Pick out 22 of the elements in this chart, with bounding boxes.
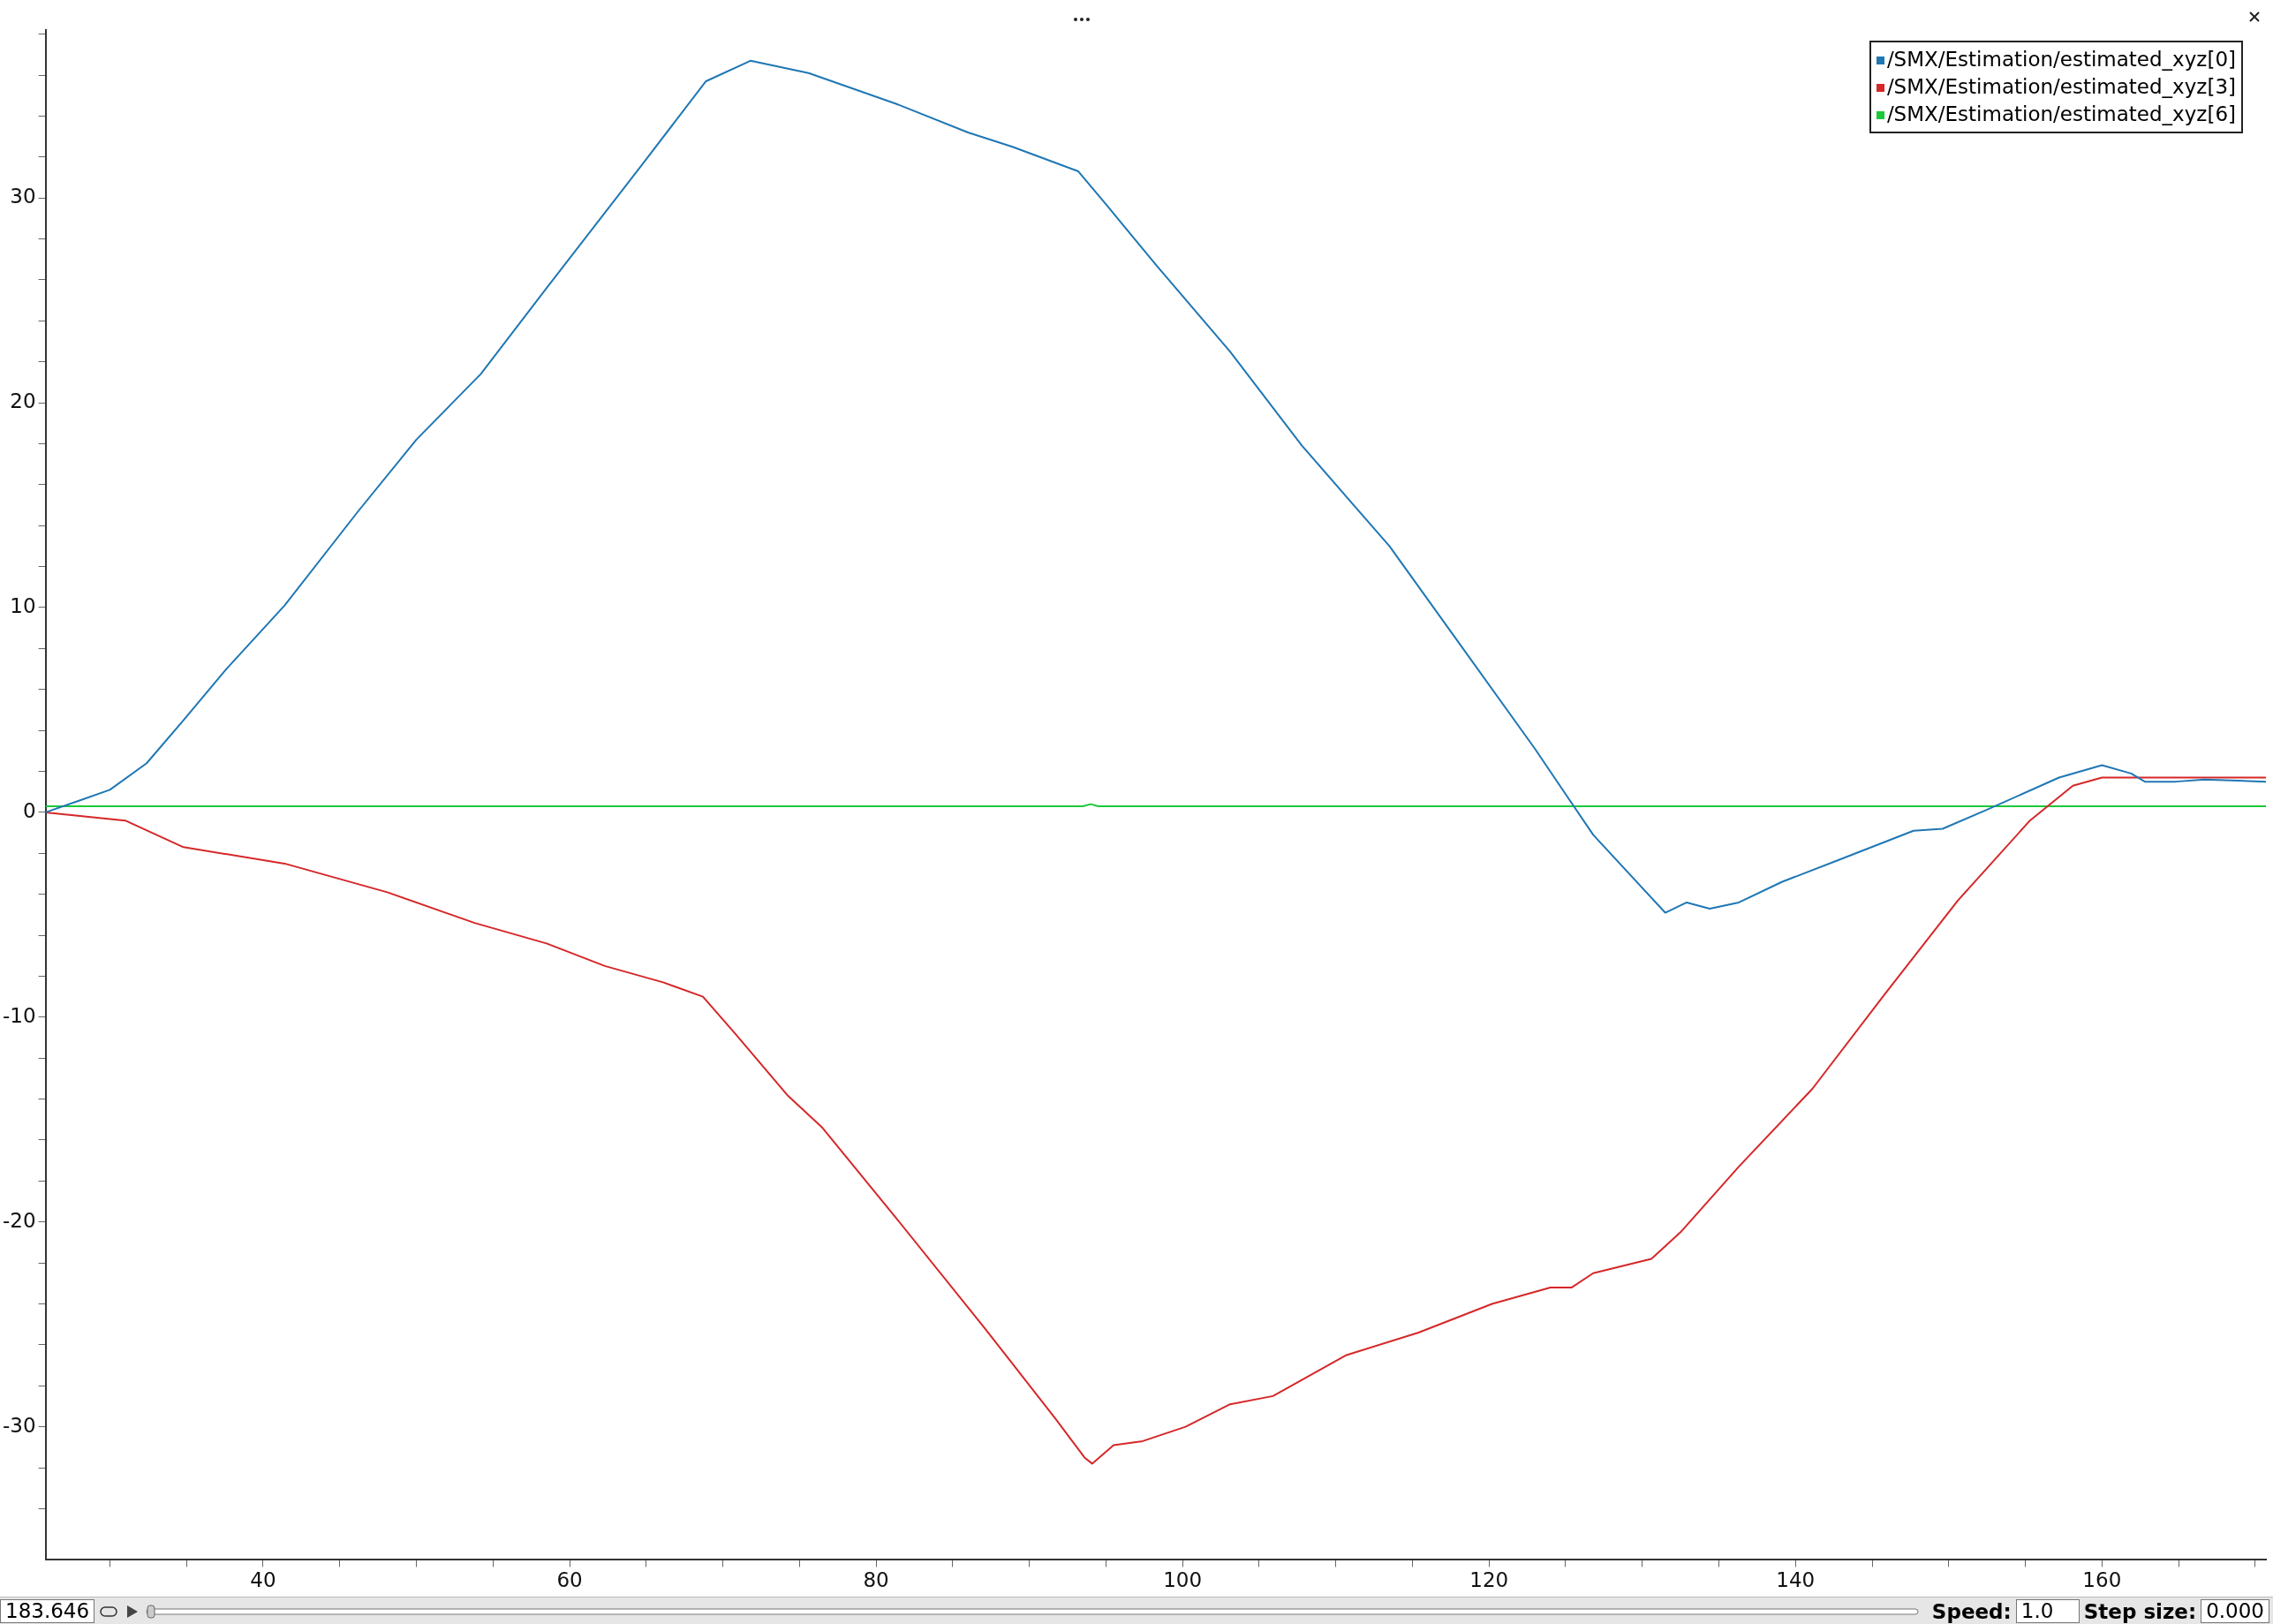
y-tick-label: -30	[2, 1413, 36, 1437]
x-tick-label: 120	[1469, 1568, 1509, 1592]
x-tick-label: 60	[556, 1568, 583, 1592]
x-tick-label: 40	[250, 1568, 276, 1592]
legend-label: /SMX/Estimation/estimated_xyz[3]	[1886, 75, 2236, 98]
legend-label: /SMX/Estimation/estimated_xyz[0]	[1886, 48, 2236, 71]
text: 1.0	[2015, 1599, 2080, 1623]
y-tick-label: -20	[2, 1208, 36, 1232]
y-tick-label: -10	[2, 1003, 36, 1027]
text: 183.646	[0, 1599, 95, 1623]
text: 0.000	[2201, 1599, 2269, 1623]
x-tick-label: 80	[863, 1568, 889, 1592]
legend-label: /SMX/Estimation/estimated_xyz[6]	[1886, 102, 2236, 125]
y-tick-label: 30	[10, 185, 36, 208]
text: Speed:	[1931, 1599, 2012, 1623]
x-tick-label: 140	[1776, 1568, 1816, 1592]
y-tick-label: 20	[10, 389, 36, 413]
x-tick-label: 100	[1163, 1568, 1203, 1592]
text: Step size:	[2083, 1599, 2197, 1623]
y-tick-label: 10	[10, 593, 36, 617]
x-tick-label: 160	[2082, 1568, 2122, 1592]
y-tick-label: 0	[22, 798, 36, 822]
